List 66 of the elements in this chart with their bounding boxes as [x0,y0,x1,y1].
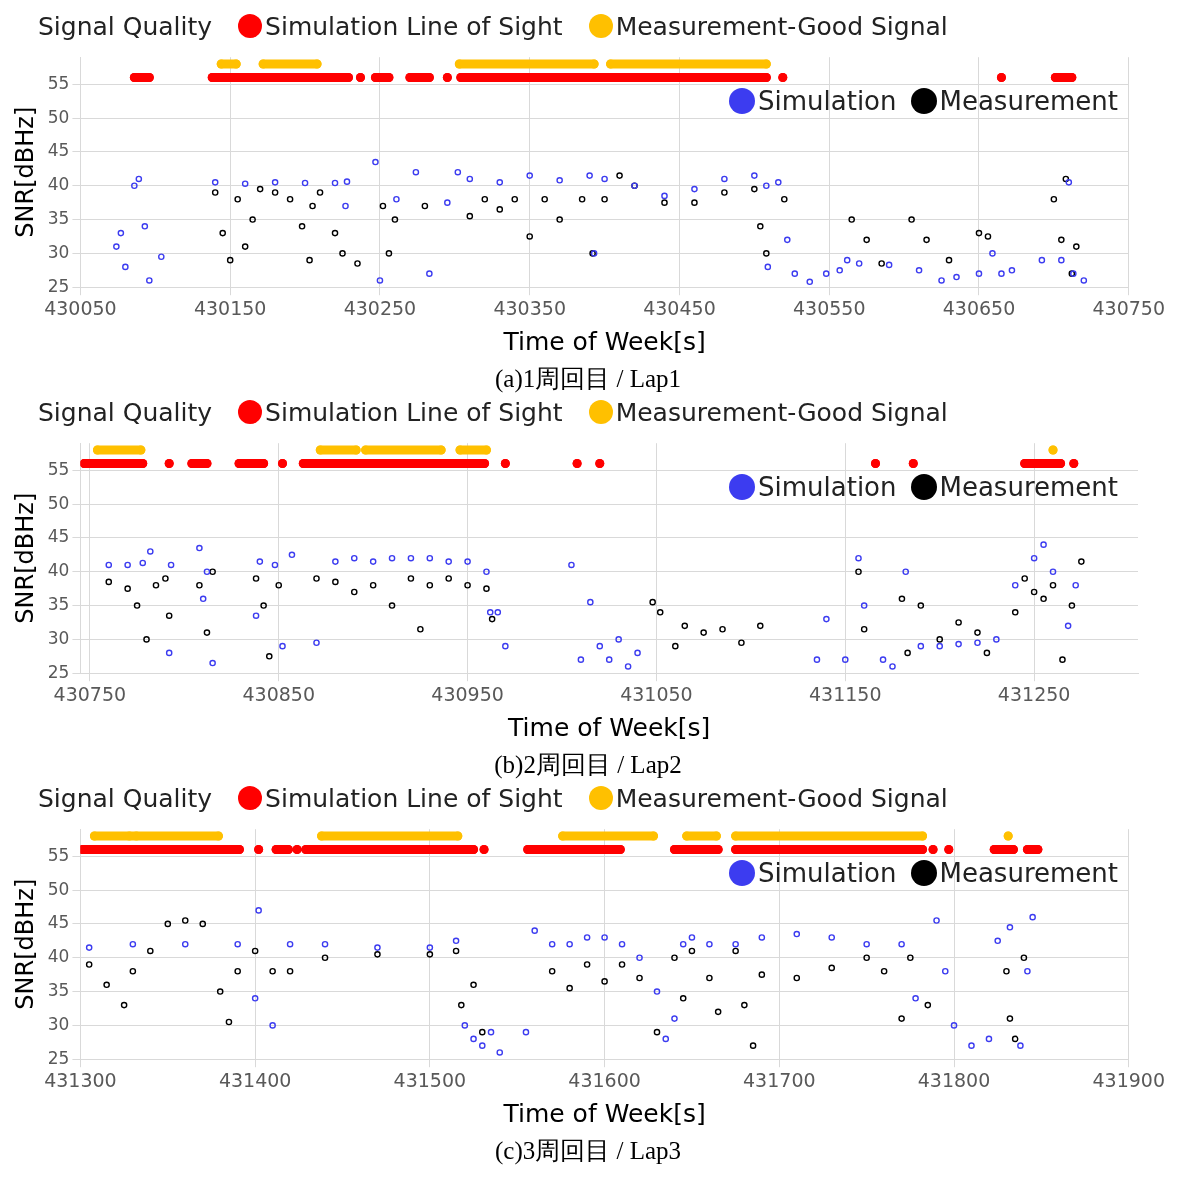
y-tick-label: 50 [47,878,70,899]
x-tick-label: 431600 [568,1068,641,1091]
x-tick-label: 431150 [809,682,882,705]
x-tick-label: 431900 [1092,1068,1165,1091]
x-tick-label: 431400 [218,1068,292,1091]
x-tick-label: 431700 [743,1068,816,1091]
y-tick-label: 40 [47,946,70,967]
y-tick-label: 40 [47,560,70,581]
y-tick-label: 25 [47,275,70,296]
x-tick-label: 430950 [431,682,504,705]
legend-label: Measurement [938,472,1118,502]
legend-label: Simulation [757,86,897,116]
y-tick-label: 25 [47,1047,70,1068]
y-tick-label: 55 [47,458,70,479]
x-tick-label: 431250 [997,682,1071,705]
legend-label: Simulation [757,472,897,502]
legend-label: Simulation Line of Sight [264,397,563,427]
legend-label: Simulation Line of Sight [264,11,563,41]
x-tick-label: 430050 [44,296,117,319]
x-tick-label: 430250 [343,296,417,319]
legend-title: Signal Quality [38,397,213,427]
x-tick-label: 430550 [792,296,866,319]
legend-label: Measurement [938,86,1118,116]
y-axis-title: SNR[dBHz] [10,492,39,624]
legend-title: Signal Quality [38,783,213,813]
x-tick-label: 431800 [917,1068,991,1091]
y-tick-label: 30 [47,627,70,648]
y-tick-label: 55 [47,72,70,93]
x-axis-title: Time of Week[s] [502,326,706,356]
x-tick-label: 431300 [44,1068,117,1091]
legend-label: Measurement-Good Signal [614,783,948,813]
y-tick-label: 25 [47,661,70,682]
x-tick-label: 431050 [620,682,693,705]
x-tick-label: 430350 [493,296,566,319]
y-tick-label: 45 [47,526,70,547]
x-tick-label: 430750 [53,682,127,705]
x-tick-label: 430450 [643,296,716,319]
y-tick-label: 45 [47,912,70,933]
x-axis-title: Time of Week[s] [502,1098,706,1128]
legend-label: Measurement-Good Signal [614,11,948,41]
x-tick-label: 430650 [942,296,1016,319]
x-tick-label: 430150 [193,296,267,319]
text: (c)3周回目 / Lap3 [493,1136,683,1166]
y-tick-label: 45 [47,140,70,161]
legend-label: Measurement-Good Signal [614,397,948,427]
y-tick-label: 35 [47,593,70,614]
y-tick-label: 35 [47,207,70,228]
x-tick-label: 430750 [1092,296,1165,319]
y-tick-label: 50 [47,106,70,127]
y-tick-label: 55 [47,844,70,865]
legend-label: Measurement [938,858,1118,888]
legend-label: Simulation [757,858,897,888]
legend-label: Simulation Line of Sight [264,783,563,813]
text: (b)2周回目 / Lap2 [493,750,683,780]
y-axis-title: SNR[dBHz] [10,106,39,238]
legend-title: Signal Quality [38,11,213,41]
y-axis-title: SNR[dBHz] [10,878,39,1010]
x-tick-label: 430850 [242,682,315,705]
y-tick-label: 50 [47,492,70,513]
x-tick-label: 431500 [393,1068,467,1091]
y-tick-label: 30 [47,241,70,262]
text: (a)1周回目 / Lap1 [493,364,683,394]
y-tick-label: 35 [47,979,70,1000]
x-axis-title: Time of Week[s] [507,712,711,742]
y-tick-label: 30 [47,1013,70,1034]
y-tick-label: 40 [47,174,70,195]
